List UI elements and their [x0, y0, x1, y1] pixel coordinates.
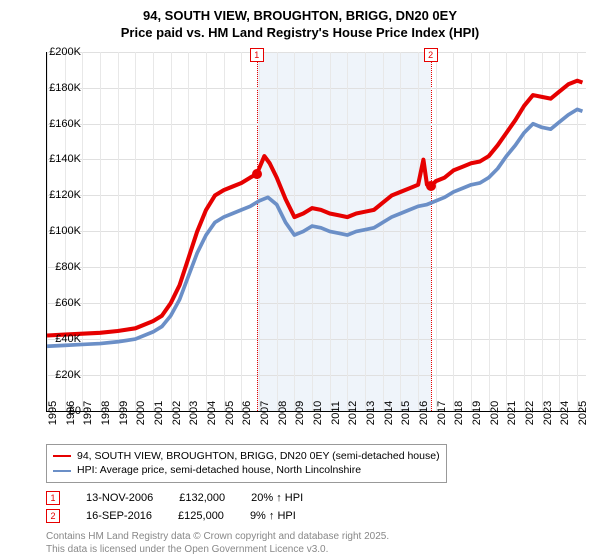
attribution-line-1: Contains HM Land Registry data © Crown c… — [46, 531, 592, 544]
x-axis-label: 2003 — [188, 400, 200, 424]
transaction-delta: 9% ↑ HPI — [250, 510, 296, 522]
attribution-line-2: This data is licensed under the Open Gov… — [46, 544, 592, 557]
y-axis-label: £160K — [49, 118, 81, 130]
transactions-table: 1 13-NOV-2006 £132,000 20% ↑ HPI 2 16-SE… — [46, 491, 592, 527]
x-axis-label: 1997 — [82, 400, 94, 424]
x-axis-label: 2012 — [347, 400, 359, 424]
line-chart-svg — [47, 52, 586, 411]
transaction-date: 13-NOV-2006 — [86, 492, 153, 504]
x-axis-label: 2001 — [153, 400, 165, 424]
x-axis-label: 2021 — [506, 400, 518, 424]
legend-label-property: 94, SOUTH VIEW, BROUGHTON, BRIGG, DN20 0… — [77, 449, 440, 464]
y-axis-label: £180K — [49, 82, 81, 94]
callout-ref-1: 1 — [46, 491, 60, 505]
x-axis-label: 2004 — [206, 400, 218, 424]
title-line-1: 94, SOUTH VIEW, BROUGHTON, BRIGG, DN20 0… — [8, 8, 592, 25]
x-axis-label: 1995 — [47, 400, 59, 424]
x-axis-label: 2013 — [365, 400, 377, 424]
x-axis-label: 2011 — [330, 401, 342, 425]
x-axis-label: 2014 — [383, 400, 395, 424]
title-line-2: Price paid vs. HM Land Registry's House … — [8, 25, 592, 42]
legend-swatch-property — [53, 455, 71, 457]
y-axis-label: £40K — [55, 333, 81, 345]
x-axis-label: 2016 — [418, 400, 430, 424]
x-axis-label: 2005 — [224, 400, 236, 424]
y-axis-label: £200K — [49, 46, 81, 58]
x-axis-label: 2023 — [542, 400, 554, 424]
y-axis-label: £60K — [55, 297, 81, 309]
callout-2: 2 — [424, 48, 438, 62]
x-axis-label: 2007 — [259, 400, 271, 424]
legend-item-hpi: HPI: Average price, semi-detached house,… — [53, 463, 440, 478]
legend-label-hpi: HPI: Average price, semi-detached house,… — [77, 463, 361, 478]
x-axis-label: 2022 — [524, 400, 536, 424]
x-axis-label: 2006 — [241, 400, 253, 424]
x-axis-label: 2002 — [171, 400, 183, 424]
x-axis-label: 2017 — [436, 400, 448, 424]
y-axis-label: £100K — [49, 225, 81, 237]
attribution-text: Contains HM Land Registry data © Crown c… — [46, 531, 592, 556]
sale-marker-1 — [252, 169, 262, 179]
x-axis-label: 1996 — [65, 400, 77, 424]
x-axis-label: 2020 — [489, 400, 501, 424]
sale-marker-2 — [426, 181, 436, 191]
x-axis-label: 2000 — [135, 400, 147, 424]
chart-area: £0£20K£40K£60K£80K£100K£120K£140K£160K£1… — [8, 48, 592, 440]
y-axis-label: £140K — [49, 153, 81, 165]
transaction-price: £125,000 — [178, 510, 224, 522]
x-axis-label: 1999 — [118, 400, 130, 424]
transaction-delta: 20% ↑ HPI — [251, 492, 303, 504]
y-axis-label: £120K — [49, 189, 81, 201]
legend-swatch-hpi — [53, 470, 71, 472]
x-axis-label: 2010 — [312, 400, 324, 424]
x-axis-label: 1998 — [100, 400, 112, 424]
chart-title-block: 94, SOUTH VIEW, BROUGHTON, BRIGG, DN20 0… — [8, 8, 592, 42]
x-axis-label: 2025 — [577, 400, 589, 424]
y-axis-label: £20K — [55, 369, 81, 381]
legend-item-property: 94, SOUTH VIEW, BROUGHTON, BRIGG, DN20 0… — [53, 449, 440, 464]
callout-1: 1 — [250, 48, 264, 62]
series-property — [47, 80, 582, 335]
table-row: 1 13-NOV-2006 £132,000 20% ↑ HPI — [46, 491, 592, 505]
x-axis-label: 2009 — [294, 400, 306, 424]
x-axis-label: 2019 — [471, 400, 483, 424]
x-axis-label: 2024 — [559, 400, 571, 424]
table-row: 2 16-SEP-2016 £125,000 9% ↑ HPI — [46, 509, 592, 523]
x-axis-label: 2015 — [400, 400, 412, 424]
x-axis-label: 2008 — [277, 400, 289, 424]
transaction-date: 16-SEP-2016 — [86, 510, 152, 522]
x-axis-label: 2018 — [453, 400, 465, 424]
plot-region: £0£20K£40K£60K£80K£100K£120K£140K£160K£1… — [46, 52, 586, 412]
transaction-price: £132,000 — [179, 492, 225, 504]
series-hpi — [47, 109, 582, 346]
y-axis-label: £80K — [55, 261, 81, 273]
callout-ref-2: 2 — [46, 509, 60, 523]
legend-box: 94, SOUTH VIEW, BROUGHTON, BRIGG, DN20 0… — [46, 444, 447, 483]
